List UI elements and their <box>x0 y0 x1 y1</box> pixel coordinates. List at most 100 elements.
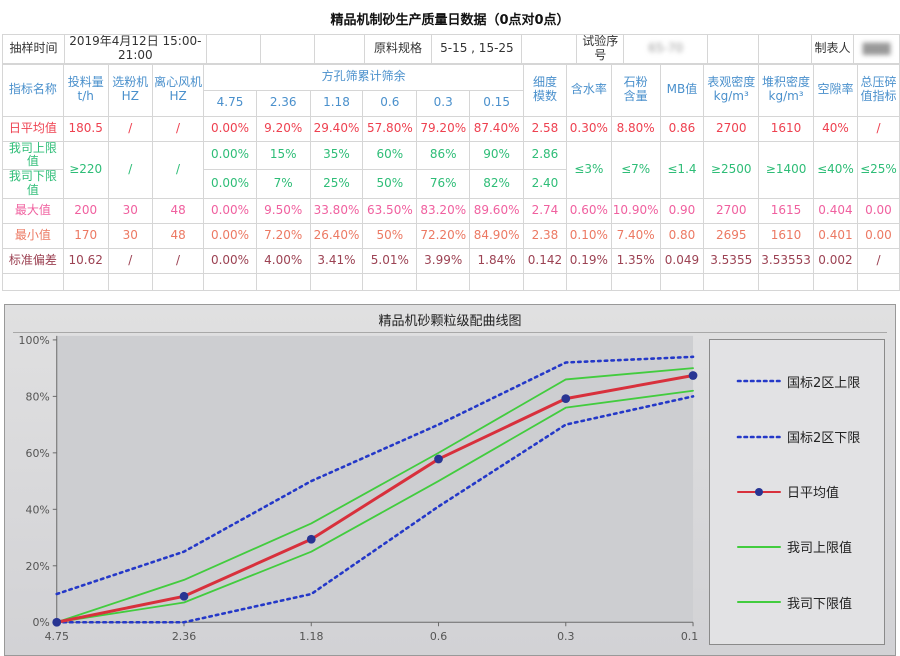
table-cell: 90% <box>469 140 525 171</box>
table-cell: 0.002 <box>813 247 858 274</box>
empty-cell <box>313 34 365 64</box>
header-moisture: 含水率 <box>565 63 612 117</box>
material-spec-label: 原料规格 <box>363 34 433 64</box>
empty-cell <box>707 34 760 64</box>
series-line-2 <box>55 373 695 624</box>
row-label: 标准偏差 <box>2 247 64 274</box>
legend-label: 我司上限值 <box>787 541 853 557</box>
table-cell: 10.62 <box>62 247 109 274</box>
legend-line-sample <box>737 601 781 604</box>
row-label: 最大值 <box>2 197 64 224</box>
empty-table-row <box>2 272 900 291</box>
chart-legend: 国标2区上限国标2区下限日平均值我司上限值我司下限值 <box>709 338 885 645</box>
table-cell: 3.5355 <box>703 247 760 274</box>
table-cell: 10.90% <box>610 197 661 224</box>
empty-cell <box>259 34 315 64</box>
table-cell: 0.86 <box>659 115 705 142</box>
table-cell: 0.142 <box>523 247 567 274</box>
table-cell: 3.41% <box>309 247 364 274</box>
table-cell: 1610 <box>758 222 815 249</box>
table-cell: 0.19% <box>565 247 612 274</box>
legend-item: 我司上限值 <box>736 537 880 556</box>
test-serial-label: 试验序号 <box>576 34 625 64</box>
sampling-time-value: 2019年4月12日 15:00-21:00 <box>63 34 207 64</box>
table-cell: 30 <box>107 197 153 224</box>
gradation-plot: 0% 20% 40% 60% 80% 100% 4.75 2.36 1.18 0.6 0.3 0.15 <box>19 335 699 643</box>
header-bulk-density: 堆积密度 kg/m³ <box>758 63 815 117</box>
table-cell: 76% <box>416 169 471 199</box>
header-sieve-size: 0.6 <box>362 89 418 117</box>
series-line-1 <box>55 394 695 624</box>
header-sieve-size: 1.18 <box>309 89 364 117</box>
header-fan: 离心风机 HZ <box>151 63 205 117</box>
legend-line-sample <box>737 487 781 496</box>
table-cell: 3.53553 <box>758 247 815 274</box>
table-cell: 0.30% <box>565 115 612 142</box>
table-cell: 0.90 <box>659 197 705 224</box>
table-row-minimum: 最小值 170 30 48 0.00% 7.20% 26.40% 50% 72.… <box>2 222 900 249</box>
merged-limit-cell: ≤7% <box>610 140 661 199</box>
table-cell: 0.00% <box>203 115 257 142</box>
table-row-daily-average: 日平均值 180.5 / / 0.00% 9.20% 29.40% 57.80%… <box>2 115 900 142</box>
table-cell: 200 <box>62 197 109 224</box>
table-cell: 2695 <box>703 222 760 249</box>
row-label: 我司上限值 <box>2 140 64 171</box>
header-sieve-size: 0.3 <box>416 89 471 117</box>
header-classifier: 选粉机 HZ <box>107 63 153 117</box>
table-cell: 86% <box>416 140 471 171</box>
legend-line-sample <box>736 435 782 438</box>
table-cell: / <box>856 115 900 142</box>
preparer-value: ▇▇▇ <box>852 34 900 64</box>
x-axis-tick-label: 2.36 <box>172 630 196 643</box>
chart-title: 精品机砂颗粒级配曲线图 <box>13 306 887 333</box>
redacted-text: ▇▇▇ <box>862 40 891 55</box>
y-axis-tick-label: 0% <box>32 616 49 629</box>
legend-item: 日平均值 <box>736 482 880 501</box>
y-axis-tick-label: 80% <box>26 390 50 403</box>
table-row-company-upper-limit: 我司上限值 ≥220 / / 0.00% 15% 35% 60% 86% 90%… <box>2 140 900 199</box>
table-cell: 0.80 <box>659 222 705 249</box>
legend-label: 我司下限值 <box>787 596 853 612</box>
header-sieve-size: 2.36 <box>255 89 311 117</box>
table-cell: 0.00% <box>203 169 257 199</box>
legend-line-sample <box>737 545 781 548</box>
table-cell: 25% <box>309 169 364 199</box>
table-cell: / <box>151 115 205 142</box>
series-line-3 <box>55 367 694 623</box>
table-cell: 50% <box>362 222 418 249</box>
table-cell: 2.40 <box>523 169 567 199</box>
legend-label: 国标2区下限 <box>787 431 861 447</box>
quality-data-table: 指标名称 投料量 t/h 选粉机 HZ 离心风机 HZ 方孔筛累计筛余 细度 模… <box>2 63 900 291</box>
x-axis-tick-label: 1.18 <box>299 630 323 643</box>
table-cell: 79.20% <box>416 115 471 142</box>
header-row-1: 指标名称 投料量 t/h 选粉机 HZ 离心风机 HZ 方孔筛累计筛余 细度 模… <box>2 63 900 117</box>
header-sieve-size: 0.15 <box>469 89 525 117</box>
x-axis-tick-label: 0.15 <box>681 630 699 643</box>
sampling-info-table: 抽样时间 2019年4月12日 15:00-21:00 原料规格 5-15 , … <box>2 34 900 64</box>
table-cell: 1.35% <box>610 247 661 274</box>
table-cell: 35% <box>309 140 364 171</box>
x-axis-tick-label: 4.75 <box>45 630 69 643</box>
table-cell: 2.74 <box>523 197 567 224</box>
empty-cell <box>758 34 812 64</box>
table-cell: 0.60% <box>565 197 612 224</box>
merged-limit-cell: ≥220 <box>62 140 109 199</box>
legend-item: 国标2区上限 <box>736 372 880 391</box>
table-cell: 0.00 <box>856 197 900 224</box>
table-cell: 8.80% <box>610 115 661 142</box>
table-cell: 0.401 <box>813 222 858 249</box>
legend-item: 国标2区下限 <box>736 427 880 446</box>
table-cell: 1615 <box>758 197 815 224</box>
table-cell: 180.5 <box>62 115 109 142</box>
table-cell: 82% <box>469 169 525 199</box>
data-point-marker <box>561 394 571 403</box>
header-sieve-group: 方孔筛累计筛余 <box>203 63 525 91</box>
merged-limit-cell: ≤25% <box>856 140 900 199</box>
table-cell: 26.40% <box>309 222 364 249</box>
header-fineness: 细度 模数 <box>523 63 567 117</box>
test-serial-value: 65-70 <box>623 34 709 64</box>
table-cell: / <box>107 247 153 274</box>
table-cell: 0.00% <box>203 222 257 249</box>
header-stone-powder: 石粉 含量 <box>610 63 661 117</box>
material-spec-value: 5-15 , 15-25 <box>431 34 523 64</box>
